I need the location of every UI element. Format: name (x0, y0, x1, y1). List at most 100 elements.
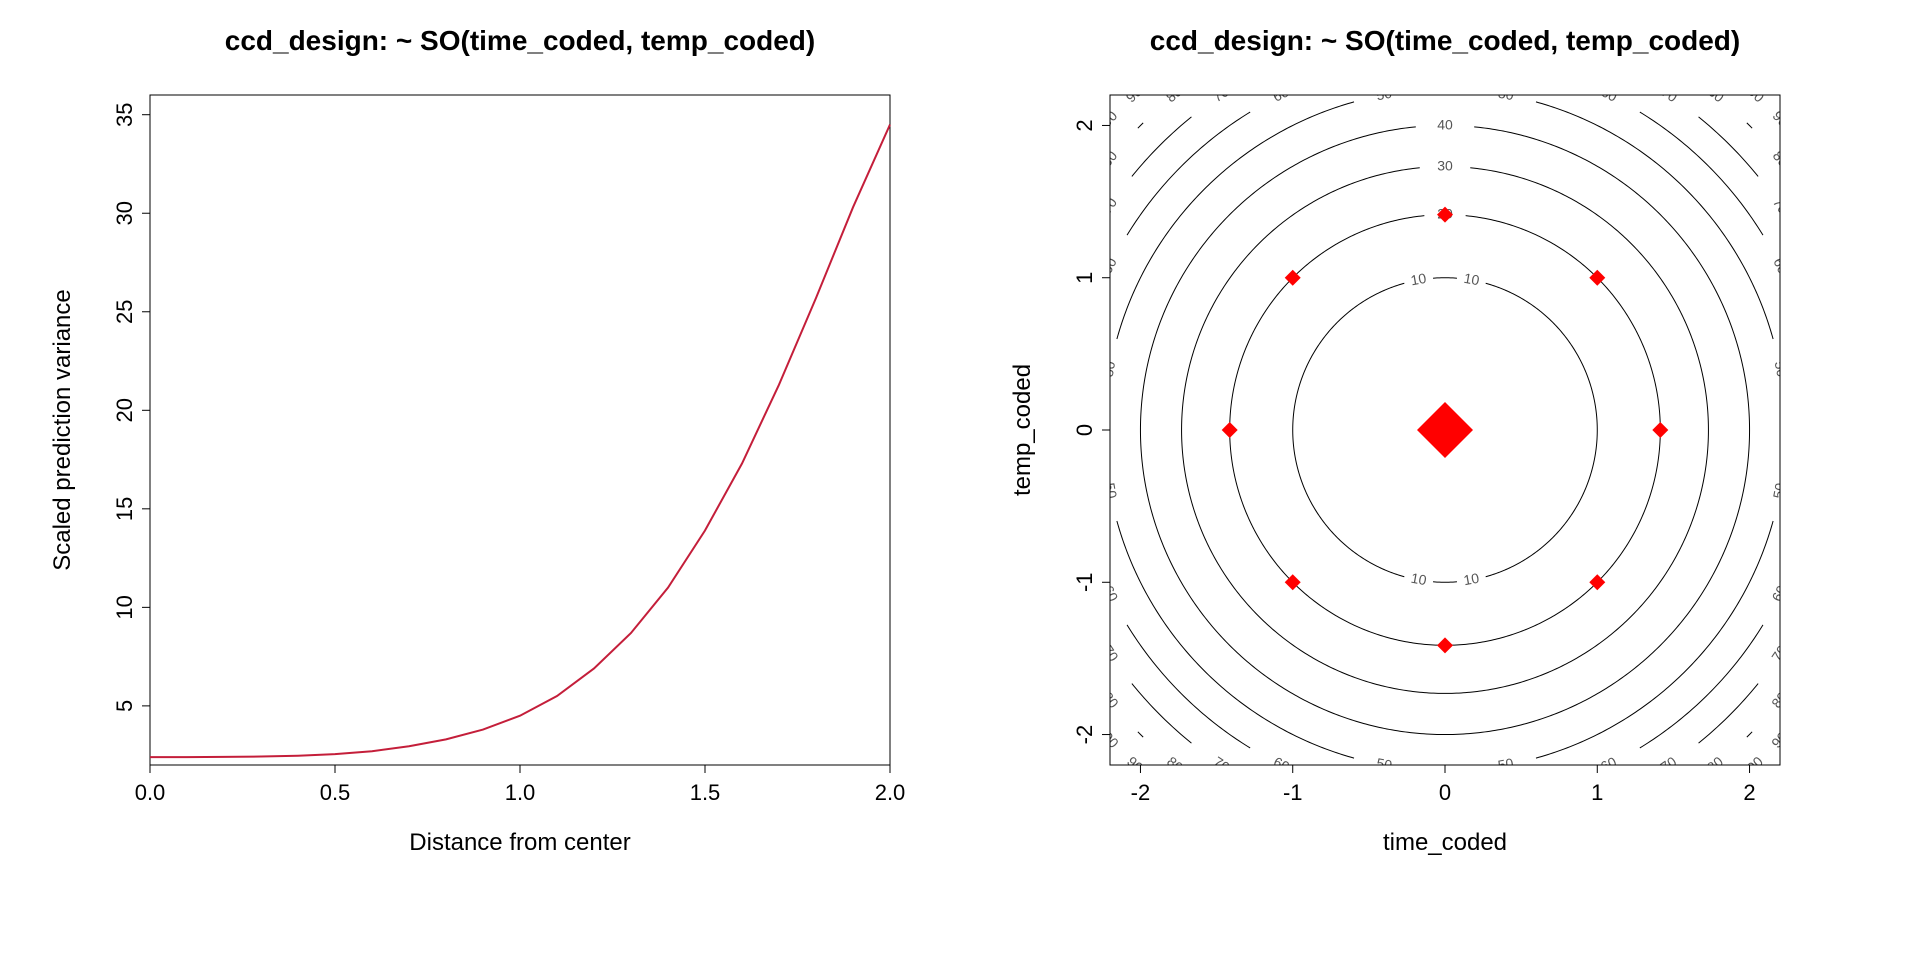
contour-label: 90 (1100, 729, 1122, 751)
left-panel: ccd_design: ~ SO(time_coded, temp_coded)… (0, 0, 960, 960)
contour-line (1784, 400, 1785, 430)
contour-label: 10 (1410, 570, 1428, 588)
y-tick-label: 2 (1072, 119, 1097, 131)
contour-line (1117, 521, 1354, 758)
contour-label: 80 (1704, 753, 1726, 775)
contour-line (1127, 112, 1250, 235)
y-tick-label: 30 (112, 201, 137, 225)
x-tick-label: 0 (1439, 780, 1451, 805)
contour-label: 10 (1409, 270, 1427, 288)
contour-line (1804, 430, 1876, 668)
contour-label: 60 (1768, 583, 1789, 604)
contour-label: 50 (1497, 755, 1515, 774)
x-axis-label: time_coded (1383, 829, 1507, 856)
right-panel: ccd_design: ~ SO(time_coded, temp_coded)… (960, 0, 1920, 960)
design-point (1417, 402, 1473, 458)
contour-label: 90 (1098, 107, 1120, 129)
x-tick-label: 2 (1743, 780, 1755, 805)
contour-line (1470, 168, 1708, 430)
contour-line (1117, 102, 1354, 339)
contour-label: 70 (1768, 642, 1790, 664)
contour-label: 50 (1100, 360, 1119, 378)
y-tick-label: -1 (1072, 572, 1097, 592)
contour-label: 70 (1658, 83, 1680, 105)
contour-label: 80 (1098, 148, 1120, 170)
contour-line (1127, 625, 1250, 748)
y-tick-label: 25 (112, 300, 137, 324)
contour-line (1747, 732, 1752, 737)
contour-label: 70 (1657, 753, 1679, 775)
x-axis-label: Distance from center (409, 829, 630, 856)
y-tick-label: 15 (112, 497, 137, 521)
contour-line (1138, 123, 1143, 128)
contour-label: 50 (1102, 482, 1121, 500)
contour-line (1314, 57, 1575, 81)
x-tick-label: -2 (1131, 780, 1151, 805)
contour-label: 30 (1437, 158, 1453, 174)
x-tick-label: 2.0 (875, 780, 906, 805)
x-tick-label: 1.5 (690, 780, 721, 805)
contour-label: 60 (1100, 583, 1121, 604)
left-title: ccd_design: ~ SO(time_coded, temp_coded) (225, 25, 815, 56)
contour-label: 80 (1163, 83, 1185, 105)
contour-label: 70 (1770, 195, 1792, 217)
contour-label: 80 (1770, 148, 1792, 170)
contour-line (1474, 127, 1749, 430)
contour-label: 60 (1270, 83, 1291, 104)
contour-label: 50 (1772, 360, 1791, 378)
contour-line (1486, 283, 1598, 430)
x-tick-label: -1 (1283, 780, 1303, 805)
y-axis-label: Scaled prediction variance (49, 289, 76, 571)
contour-line (1640, 112, 1763, 235)
x-tick-label: 1.0 (505, 780, 536, 805)
contour-label: 80 (1164, 753, 1186, 775)
contour-label: 80 (1705, 83, 1727, 105)
contour-line (1415, 90, 1474, 91)
contour-line (1747, 123, 1752, 128)
contour-label: 80 (1100, 689, 1122, 711)
contour-label: 90 (1744, 753, 1766, 775)
design-point (1437, 637, 1453, 653)
contour-label: 90 (1123, 83, 1145, 105)
plot-border (150, 95, 890, 765)
contour-line (1293, 283, 1405, 576)
contour-label: 70 (1100, 642, 1122, 664)
contour-label: 90 (1770, 108, 1792, 130)
contour-label: 90 (1768, 729, 1790, 751)
y-tick-label: -2 (1072, 725, 1097, 745)
contour-line (1804, 192, 1876, 430)
contour-label: 90 (1745, 83, 1767, 105)
contour-label: 50 (1375, 85, 1393, 104)
contour-line (1794, 430, 1818, 561)
contour-line (1138, 732, 1143, 737)
contour-line (1784, 430, 1785, 460)
contour-line (1466, 216, 1661, 430)
contour-label: 70 (1210, 83, 1232, 105)
y-tick-label: 20 (112, 398, 137, 422)
x-tick-label: 1 (1591, 780, 1603, 805)
contour-label: 40 (1437, 116, 1453, 132)
contour-label: 70 (1098, 194, 1120, 216)
contour-line (1794, 299, 1818, 430)
y-axis-label: temp_coded (1009, 364, 1036, 496)
contour-line (1536, 102, 1773, 339)
y-tick-label: 10 (112, 595, 137, 619)
contour-label: 10 (1462, 570, 1480, 588)
contour-label: 50 (1770, 481, 1789, 499)
contour-label: 90 (1124, 753, 1146, 775)
contour-line (1536, 521, 1773, 758)
y-tick-label: 1 (1072, 272, 1097, 284)
contour-label: 50 (1375, 755, 1393, 774)
variance-curve-chart: ccd_design: ~ SO(time_coded, temp_coded)… (0, 0, 960, 960)
contour-line (1807, 152, 1901, 430)
contour-line (1799, 430, 1848, 622)
y-tick-label: 5 (112, 700, 137, 712)
contour-label: 70 (1211, 753, 1233, 775)
contour-label: 60 (1271, 753, 1292, 774)
y-tick-label: 0 (1072, 424, 1097, 436)
y-tick-label: 35 (112, 102, 137, 126)
contour-label: 60 (1770, 255, 1791, 276)
contour-label: 80 (1768, 689, 1790, 711)
contour-group: 1010101020304050505050505050506060606060… (988, 0, 1902, 887)
contour-label: 60 (1098, 255, 1119, 276)
